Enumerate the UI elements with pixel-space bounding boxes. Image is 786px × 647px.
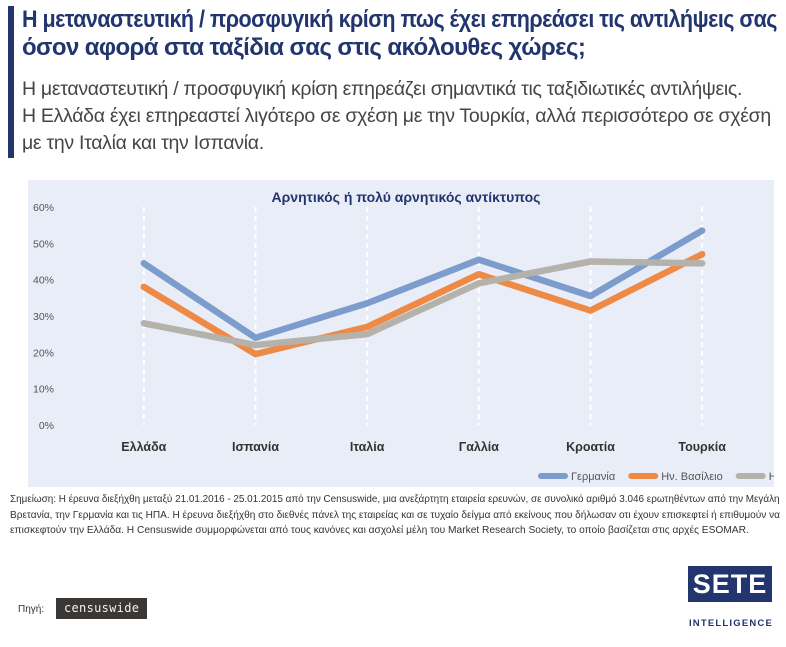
y-tick-label: 20% (33, 347, 54, 359)
series-line-1 (140, 227, 706, 342)
y-tick-label: 60% (33, 202, 54, 214)
footnote-line-1: Σημείωση: Η έρευνα διεξήχθη μεταξύ 21.01… (10, 494, 780, 505)
sete-subtitle: INTELLIGENCE (688, 618, 774, 629)
footnote-line-2: Βρετανία, την Γερμανία και τις ΗΠΑ. Η έρ… (10, 509, 780, 521)
x-tick-label: Κροατία (566, 440, 615, 454)
accent-bar (8, 6, 14, 158)
title-line-2: όσον αφορά στα ταξίδια σας στις ακόλουθε… (22, 34, 586, 61)
y-tick-label: 0% (39, 420, 54, 432)
x-tick-label: Τουρκία (678, 440, 726, 454)
series-line-3 (140, 258, 706, 349)
lead-line-1: Η μεταναστευτική / προσφυγική κρίση επηρ… (22, 78, 743, 100)
x-tick-label: Ιταλία (350, 440, 385, 454)
x-tick-label: Ισπανία (232, 440, 279, 454)
line-chart: Αρνητικός ή πολύ αρνητικός αντίκτυπος 0%… (33, 189, 774, 483)
y-tick-label: 10% (33, 384, 54, 396)
source-label: Πηγή: (18, 604, 45, 615)
legend-label: Γερμανία (571, 471, 616, 483)
legend-label: ΗΠΑ (769, 471, 774, 483)
chart-panel: Αρνητικός ή πολύ αρνητικός αντίκτυπος 0%… (28, 180, 774, 487)
y-tick-label: 30% (33, 311, 54, 323)
legend-label: Ην. Βασίλειο (661, 471, 722, 483)
lead-line-3: με την Ιταλία και την Ισπανία. (22, 132, 264, 154)
page-title: Η μεταναστευτική / προσφυγική κρίση πως … (22, 6, 777, 62)
lead-line-2: Η Ελλάδα έχει επηρεαστεί λιγότερο σε σχέ… (22, 105, 771, 127)
title-line-1: Η μεταναστευτική / προσφυγική κρίση πως … (22, 6, 777, 33)
footnote-line-3: επισκεφτούν την Ελλάδα. Η Censuswide συμ… (10, 525, 749, 536)
chart-title: Αρνητικός ή πολύ αρνητικός αντίκτυπος (272, 189, 541, 205)
y-tick-label: 40% (33, 275, 54, 287)
x-tick-label: Γαλλία (459, 440, 500, 454)
footnote: Σημείωση: Η έρευνα διεξήχθη μεταξύ 21.01… (10, 492, 780, 539)
sete-logo: SETE (688, 566, 772, 602)
x-tick-label: Ελλάδα (121, 440, 166, 454)
y-tick-label: 50% (33, 238, 54, 250)
censuswide-logo: censuswide (56, 598, 148, 619)
lead-text: Η μεταναστευτική / προσφυγική κρίση επηρ… (22, 76, 777, 157)
